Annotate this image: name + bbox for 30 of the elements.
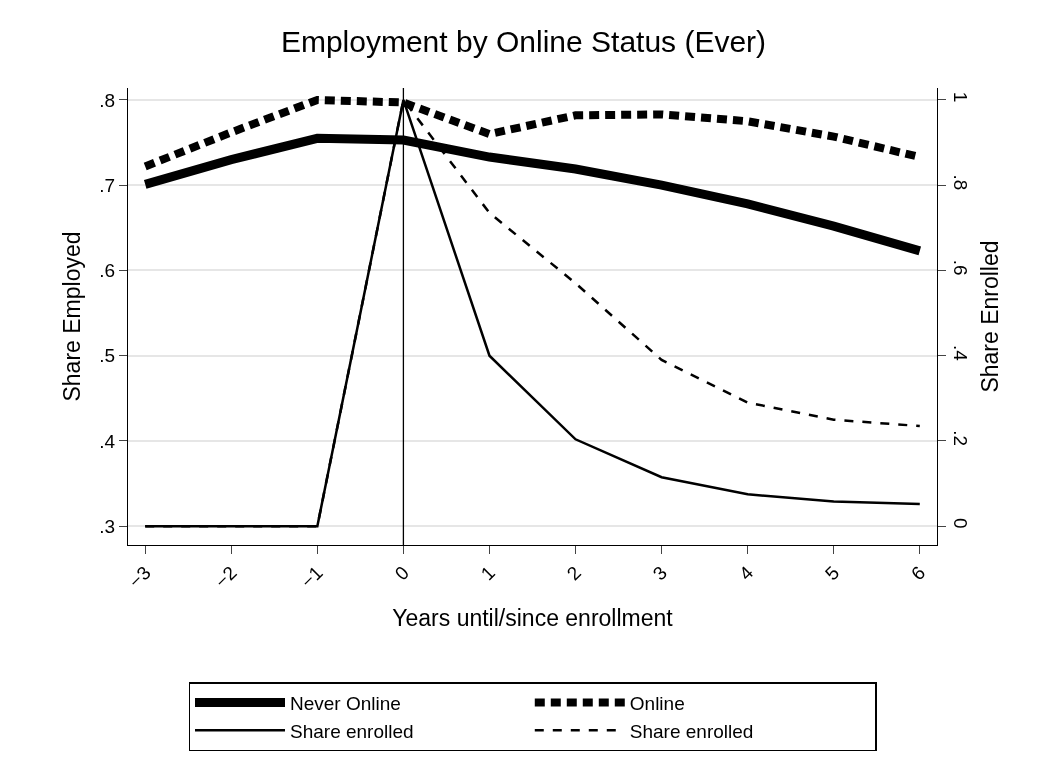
y2-tick-label: .4: [949, 344, 971, 362]
y2-axis-title: Share Enrolled: [977, 240, 1004, 393]
x-tick-label: 5: [820, 562, 844, 585]
x-tick-label: 6: [907, 562, 930, 585]
y-tick-label: .3: [99, 515, 116, 537]
legend-label: Share enrolled: [290, 720, 414, 742]
y2-tick-label: 0: [949, 518, 971, 529]
x-tick-label: −1: [296, 562, 327, 593]
y-tick-label: .6: [99, 260, 116, 282]
y-axis-title: Share Employed: [58, 231, 85, 402]
y2-tick-label: .8: [949, 174, 971, 191]
x-tick-label: 4: [734, 561, 758, 585]
legend-label: Never Online: [290, 692, 401, 714]
y2-tick-label: .2: [949, 430, 971, 447]
x-tick-label: 3: [648, 562, 672, 585]
y2-tick-label: 1: [949, 91, 971, 103]
x-tick-label: −3: [124, 562, 155, 593]
y2-tick-label: .6: [949, 259, 971, 276]
chart-title: Employment by Online Status (Ever): [280, 24, 767, 58]
y-tick-label: .8: [99, 89, 116, 111]
x-tick-label: 1: [476, 562, 500, 585]
y-tick-label: .7: [99, 174, 116, 196]
x-tick-label: −2: [210, 562, 241, 593]
x-tick-label: 2: [562, 562, 586, 585]
y-tick-label: .4: [99, 430, 116, 452]
x-axis-title: Years until/since enrollment: [392, 604, 674, 631]
x-tick-label: 0: [390, 562, 413, 585]
legend-label: Share enrolled: [629, 720, 754, 742]
legend-label: Online: [629, 692, 685, 714]
y-tick-label: .5: [99, 345, 116, 367]
